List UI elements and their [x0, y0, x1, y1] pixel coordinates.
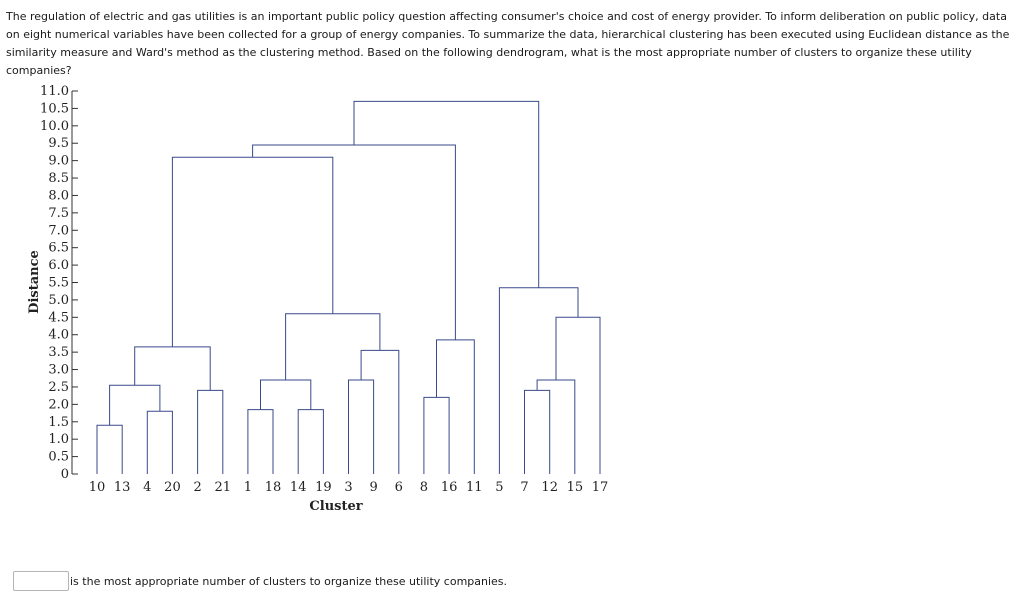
y-tick-label: 6.5	[48, 241, 69, 256]
leaf-label: 8	[420, 480, 428, 495]
dendrogram-link	[252, 144, 456, 340]
y-tick-label: 2.5	[48, 380, 69, 395]
answer-suffix-text: is the most appropriate number of cluste…	[70, 574, 508, 588]
leaf-label: 11	[466, 480, 483, 495]
dendrogram-link	[555, 316, 601, 474]
y-tick-label: 6.0	[48, 258, 69, 273]
leaf-label: 9	[370, 480, 378, 495]
y-tick-label: 2.0	[48, 397, 69, 412]
dendrogram-link	[197, 389, 224, 474]
dendrogram-link	[260, 379, 312, 410]
leaf-label: 2	[193, 480, 201, 495]
dendrogram-link	[360, 349, 400, 474]
leaf-label: 7	[520, 480, 528, 495]
x-axis-title: Cluster	[309, 499, 362, 514]
y-tick-label: 10.0	[40, 119, 69, 134]
leaf-label: 15	[567, 480, 584, 495]
leaf-label: 18	[265, 480, 282, 495]
y-tick-label: 3.5	[48, 345, 69, 360]
y-tick-label: 8.0	[48, 188, 69, 203]
y-tick-label: 0.5	[48, 450, 69, 465]
dendrogram-link	[285, 313, 381, 380]
dendrogram-link	[353, 100, 540, 288]
dendrogram-link	[171, 156, 334, 347]
dendrogram-link	[96, 424, 123, 474]
leaf-label: 5	[495, 480, 503, 495]
leaf-label: 3	[344, 480, 352, 495]
leaf-label: 14	[290, 480, 307, 495]
leaf-label: 10	[89, 480, 106, 495]
y-tick-label: 9.5	[48, 136, 69, 151]
leaf-label: 1	[244, 480, 252, 495]
dendrogram-link	[146, 410, 173, 474]
leaf-label: 19	[315, 480, 332, 495]
question-text: The regulation of electric and gas utili…	[6, 10, 1010, 77]
dendrogram-link	[348, 379, 375, 474]
dendrogram-link	[297, 409, 324, 474]
leaf-label: 6	[395, 480, 403, 495]
dendrogram-link	[536, 379, 576, 474]
y-tick-label: 10.5	[40, 101, 69, 116]
y-tick-label: 5.5	[48, 276, 69, 291]
dendrogram-link	[423, 396, 450, 474]
y-tick-label: 0	[61, 467, 69, 482]
leaf-label: 20	[164, 480, 181, 495]
dendrogram-link	[436, 339, 475, 474]
y-tick-label: 7.5	[48, 206, 69, 221]
dendrogram-link	[498, 287, 579, 474]
dendrogram-link	[247, 409, 274, 474]
y-tick-label: 5.0	[48, 293, 69, 308]
y-tick-label: 4.5	[48, 310, 69, 325]
leaf-label: 12	[541, 480, 558, 495]
leaf-label: 16	[441, 480, 458, 495]
leaf-labels: 10 13 4 20 2 21 1 18 14 19 3 9 6 8 16 11 5 7 12 15 17	[89, 480, 609, 495]
dendrogram-link	[524, 389, 551, 474]
y-tick-label: 4.0	[48, 328, 69, 343]
leaf-label: 17	[592, 480, 609, 495]
answer-input[interactable]	[13, 571, 69, 591]
y-tick-label: 1.5	[48, 415, 69, 430]
dendrogram-link	[109, 384, 161, 426]
dendrogram-link	[134, 346, 211, 391]
y-tick-label: 9.0	[48, 154, 69, 169]
dendrogram-links	[96, 100, 601, 474]
y-axis-title: Distance	[27, 250, 42, 314]
answer-row: is the most appropriate number of cluste…	[13, 570, 507, 592]
leaf-label: 21	[214, 480, 231, 495]
y-tick-label: 8.5	[48, 171, 69, 186]
leaf-label: 4	[143, 480, 151, 495]
y-tick-label: 3.0	[48, 363, 69, 378]
y-axis: 0 0.5 1.0 1.5 2.0 2.5 3.0 3.5 4.0 4.5 5.0 5.5 6.0 6.5…	[40, 84, 78, 482]
y-tick-label: 7.0	[48, 223, 69, 238]
y-tick-label: 11.0	[40, 84, 69, 99]
dendrogram-chart: Distance Cluster 0 0.5 1.0 1.5 2.0 2.5 3.0 3.5 4…	[27, 84, 609, 514]
y-tick-label: 1.0	[48, 432, 69, 447]
leaf-label: 13	[114, 480, 131, 495]
